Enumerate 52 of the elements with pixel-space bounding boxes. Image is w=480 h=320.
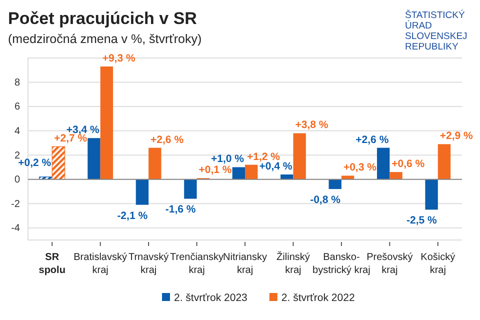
text: ŠTATISTICKÝ ÚRAD SLOVENSKEJ REPUBLIKY: [405, 9, 468, 52]
legend-label: 2. štvrťrok 2022: [281, 292, 355, 304]
data-label: +0,3 %: [343, 162, 378, 174]
data-label: +9,3 %: [102, 52, 136, 64]
data-label: +0,6 %: [392, 158, 426, 170]
bar: [52, 146, 66, 180]
y-tick-label: -2: [11, 198, 20, 210]
x-tick-label: SR spolu: [38, 252, 66, 276]
data-label: +0,1 %: [198, 164, 232, 176]
data-label: +2,9 %: [440, 130, 474, 142]
bar: [390, 172, 402, 180]
bar: [328, 179, 342, 190]
legend-label: 2. štvrťrok 2023: [174, 292, 248, 304]
x-tick-label: Košický kraj: [420, 252, 456, 276]
x-tick-label: Trenčiansky kraj: [170, 252, 224, 276]
data-label: +0,2 %: [18, 156, 52, 169]
bar: [245, 164, 258, 180]
data-label: +2,6 %: [150, 134, 184, 146]
bar: [184, 179, 197, 199]
data-label: +1,2 %: [247, 150, 281, 163]
bar: [425, 179, 438, 210]
bar: [280, 174, 294, 180]
y-tick-label: 2: [14, 150, 20, 162]
y-tick-label: 6: [14, 102, 20, 113]
bar: [148, 148, 162, 180]
data-label: +0,4 %: [259, 160, 293, 172]
data-label: +2,7 %: [54, 132, 88, 145]
data-label: -0,8 %: [310, 194, 342, 206]
y-tick-label: 8: [14, 77, 20, 88]
x-tick-label: Žilinský kraj: [276, 251, 310, 276]
x-tick-label: Nitriansky kraj: [223, 252, 267, 276]
data-label: -2,1 %: [117, 210, 148, 222]
chart-title: Počet pracujúcich v SR: [8, 9, 197, 28]
y-tick-label: 4: [14, 126, 20, 137]
bar: [438, 144, 451, 180]
bar: [100, 66, 114, 180]
data-label: -2,5 %: [406, 214, 438, 227]
bar: [341, 176, 354, 180]
bar: [232, 167, 245, 180]
y-tick-label: -4: [11, 223, 20, 234]
y-tick-label: 0: [14, 174, 20, 186]
data-label: +2,6 %: [356, 134, 390, 146]
data-label: -1,6 %: [165, 204, 196, 216]
bar: [293, 133, 306, 180]
x-tick-label: Trnavský kraj: [128, 252, 169, 276]
bar: [136, 179, 149, 205]
x-tick-label: Bratislavský kraj: [74, 252, 128, 276]
chart-subtitle: (medziročná zmena v %, štvrťroky): [8, 32, 202, 46]
bar: [376, 148, 390, 180]
bar: [88, 138, 100, 180]
data-label: +1,0 %: [211, 153, 245, 166]
data-label: +3,8 %: [295, 119, 329, 132]
